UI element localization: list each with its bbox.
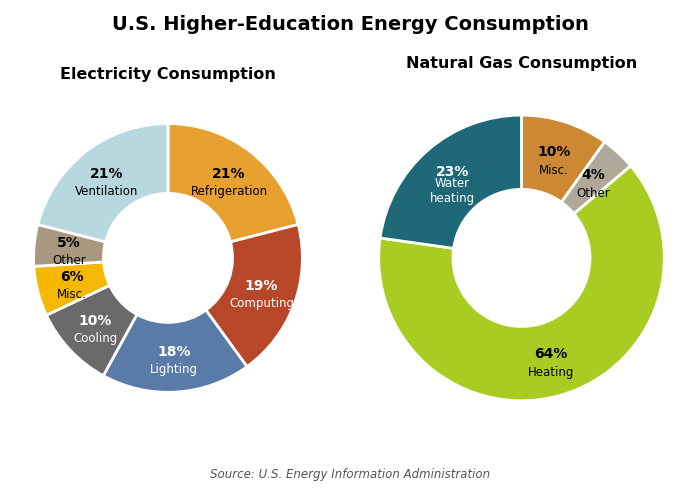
Text: 10%: 10% [537, 145, 570, 159]
Text: Cooling: Cooling [74, 332, 118, 345]
Text: Source: U.S. Energy Information Administration: Source: U.S. Energy Information Administ… [210, 468, 490, 481]
Wedge shape [522, 115, 605, 202]
Text: 5%: 5% [57, 236, 81, 250]
Text: Misc.: Misc. [539, 164, 568, 177]
Text: Computing: Computing [229, 297, 294, 310]
Text: 6%: 6% [60, 270, 83, 284]
Wedge shape [206, 225, 302, 367]
Text: 64%: 64% [534, 347, 568, 361]
Wedge shape [38, 124, 168, 242]
Text: Other: Other [52, 254, 86, 267]
Text: Heating: Heating [528, 366, 574, 379]
Title: Electricity Consumption: Electricity Consumption [60, 67, 276, 82]
Text: U.S. Higher-Education Energy Consumption: U.S. Higher-Education Energy Consumption [111, 15, 589, 34]
Text: Other: Other [576, 186, 610, 200]
Text: 4%: 4% [582, 168, 605, 182]
Wedge shape [34, 262, 110, 315]
Wedge shape [561, 142, 631, 214]
Text: Ventilation: Ventilation [76, 185, 139, 198]
Text: Misc.: Misc. [57, 288, 87, 301]
Wedge shape [104, 310, 247, 392]
Wedge shape [380, 115, 522, 248]
Text: 10%: 10% [79, 313, 112, 328]
Text: 19%: 19% [245, 279, 279, 293]
Wedge shape [34, 225, 106, 266]
Text: Refrigeration: Refrigeration [190, 185, 267, 198]
Text: 21%: 21% [212, 167, 246, 181]
Title: Natural Gas Consumption: Natural Gas Consumption [406, 57, 637, 71]
Text: Water
heating: Water heating [430, 177, 475, 205]
Wedge shape [379, 166, 664, 401]
Wedge shape [46, 285, 137, 375]
Wedge shape [168, 124, 298, 242]
Text: 21%: 21% [90, 167, 124, 181]
Text: 23%: 23% [435, 166, 469, 180]
Text: Lighting: Lighting [150, 363, 198, 376]
Text: 18%: 18% [158, 345, 191, 359]
